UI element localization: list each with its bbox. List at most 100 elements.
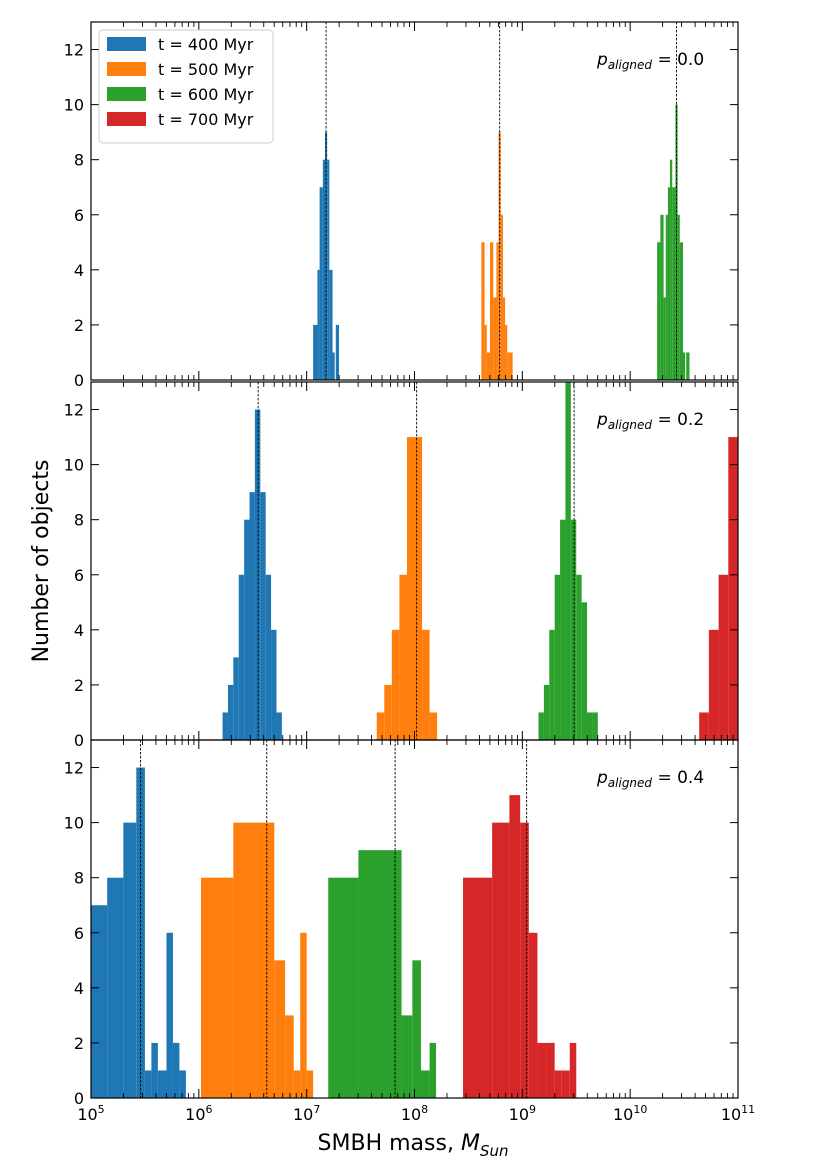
hist-bar (285, 1015, 294, 1098)
hist-bar (222, 712, 228, 740)
hist-bar (543, 684, 550, 740)
hist-bar (420, 1070, 430, 1098)
hist-bar (565, 382, 571, 740)
p-aligned-annotation: paligned = 0.4 (596, 768, 704, 790)
hist-bar (486, 352, 490, 380)
hist-bar (718, 574, 729, 740)
hist-bar (200, 877, 234, 1098)
hist-bar (406, 437, 415, 740)
legend-label: t = 600 Myr (158, 85, 254, 104)
hist-bar (587, 712, 593, 740)
hist-bar (492, 822, 510, 1098)
y-tick-label: 4 (74, 979, 84, 998)
hist-bar (699, 712, 709, 740)
hist-bar (233, 657, 239, 740)
hist-bar (537, 1042, 547, 1098)
y-tick-label: 2 (74, 676, 84, 695)
hist-bar (679, 242, 684, 380)
hist-bar (179, 1070, 186, 1098)
hist-bar (414, 437, 423, 740)
legend-label: t = 400 Myr (158, 35, 254, 54)
hist-bar (493, 297, 497, 380)
hist-bar (271, 629, 277, 740)
hist-bar (91, 905, 108, 1098)
legend-swatch (107, 62, 146, 76)
hist-bar (507, 352, 510, 380)
hist-bar (481, 242, 485, 380)
legend: t = 400 Myr t = 500 Myr t = 600 Myr t = 700… (98, 29, 274, 144)
x-tick-label: 1010 (613, 1103, 647, 1124)
hist-bar (166, 932, 173, 1098)
hist-bar (399, 574, 407, 740)
hist-bar (665, 214, 668, 380)
y-tick-label: 4 (74, 261, 84, 280)
panel-3: 0 2 4 6 8 10 12 paligned = 0.4 105 106 107 108 109 10… (64, 739, 755, 1124)
hist-bar (489, 242, 494, 380)
y-tick-label: 4 (74, 621, 84, 640)
hist-bar (683, 352, 686, 380)
y-tick-label: 2 (74, 316, 84, 335)
x-tick-label: 106 (185, 1103, 212, 1124)
hist-bar (313, 324, 318, 380)
hist-bar (520, 822, 529, 1098)
hist-bar (576, 574, 582, 740)
hist-bar (677, 214, 680, 380)
x-tick-label: 1011 (721, 1103, 755, 1124)
panel-2: 0 2 4 6 8 10 12 paligned = 0.2 (64, 381, 739, 750)
panel-1: 0 2 4 6 8 10 12 paligned = 0.0 (64, 21, 739, 390)
y-axis-label: Number of objects (29, 460, 54, 663)
p-aligned-annotation: paligned = 0.0 (596, 50, 704, 72)
hist-bar (500, 214, 503, 380)
hist-bar (502, 297, 506, 380)
hist-bar (265, 574, 272, 740)
hist-bar (317, 269, 320, 380)
hist-bar (412, 960, 421, 1098)
hist-bar (549, 629, 555, 740)
hist-bar (686, 352, 690, 380)
legend-swatch (107, 112, 146, 126)
hist-bar (233, 822, 275, 1098)
y-tick-label: 10 (64, 456, 84, 475)
hist-bar (327, 159, 330, 380)
hist-bar (329, 269, 333, 380)
y-tick-label: 6 (74, 206, 84, 225)
hist-bar (546, 1042, 555, 1098)
y-tick-label: 0 (74, 731, 84, 750)
hist-bar (672, 187, 676, 380)
hist-bar (708, 629, 719, 740)
hist-bar (728, 437, 738, 740)
hist-bar (249, 492, 255, 740)
hist-bar (293, 1070, 301, 1098)
hist-bar (123, 822, 137, 1098)
x-tick-label: 109 (509, 1103, 536, 1124)
hist-bar (384, 684, 392, 740)
hist-bar (496, 242, 499, 380)
y-tick-label: 10 (64, 814, 84, 833)
hist-bar (560, 519, 566, 740)
hist-bar (300, 932, 307, 1098)
hist-bar (107, 877, 124, 1098)
hist-bar (581, 602, 588, 740)
hist-bar (391, 629, 400, 740)
p-aligned-annotation: paligned = 0.2 (596, 410, 704, 432)
y-tick-label: 6 (74, 566, 84, 585)
x-tick-label: 105 (77, 1103, 104, 1124)
hist-bar (244, 519, 250, 740)
x-tick-label: 108 (401, 1103, 428, 1124)
y-tick-label: 8 (74, 151, 84, 170)
y-tick-label: 12 (64, 401, 84, 420)
hist-bar (561, 1070, 570, 1098)
hist-bar (570, 519, 577, 740)
hist-bar (328, 877, 359, 1098)
hist-bar (554, 574, 561, 740)
y-tick-label: 6 (74, 924, 84, 943)
hist-bar (144, 1070, 152, 1098)
hist-bar (227, 684, 234, 740)
legend-label: t = 500 Myr (158, 60, 254, 79)
hist-bar (660, 214, 664, 380)
hist-bar (335, 324, 340, 380)
hist-bar (151, 1042, 158, 1098)
y-tick-label: 2 (74, 1034, 84, 1053)
hist-bar (538, 712, 544, 740)
